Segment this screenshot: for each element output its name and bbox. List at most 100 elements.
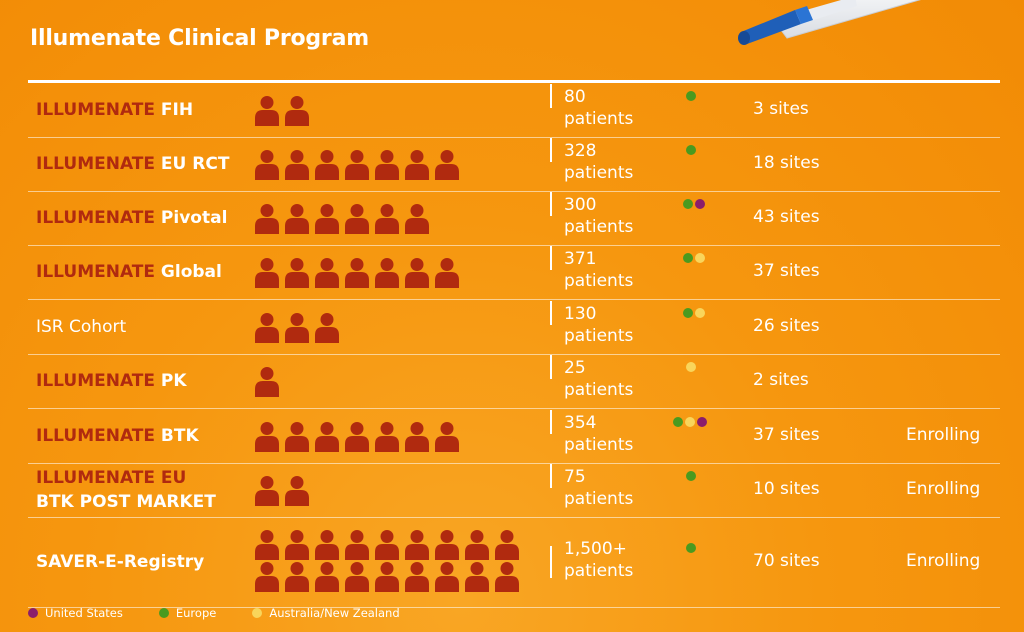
study-name-prefix: ILLUMENATE EU: [36, 468, 187, 488]
person-icon: [255, 530, 279, 560]
person-icon: [285, 530, 309, 560]
person-icon: [315, 312, 339, 343]
person-icon: [405, 562, 429, 592]
australia-nz-dot: [685, 416, 695, 427]
sites-count: 10 sites: [753, 479, 820, 499]
status-label: Enrolling: [906, 551, 981, 571]
study-name-prefix: ILLUMENATE: [36, 425, 155, 446]
study-name-suffix: BTK POST MARKET: [36, 492, 216, 512]
person-icon: [495, 562, 519, 592]
person-icon: [255, 96, 279, 126]
study-name-prefix: ILLUMENATE: [36, 262, 155, 282]
australia-nz-dot: [695, 307, 705, 318]
region-dots: [673, 416, 707, 427]
table-row: SAVER-E-Registry 1,500+ patients 70 sites En…: [28, 517, 1000, 608]
legend: United States Europe Australia/New Zealand: [28, 606, 436, 620]
person-icon: [255, 150, 279, 180]
patients-label: patients: [564, 489, 634, 509]
study-name: ILLUMENATE PK: [36, 369, 187, 393]
catheter-device-image: [738, 0, 921, 45]
person-icon: [345, 562, 369, 592]
table-top-rule: [28, 80, 1000, 83]
study-name: ISR Cohort: [36, 315, 126, 339]
person-icon: [405, 150, 429, 180]
australia-nz-dot: [695, 253, 705, 263]
patients-number: 75: [564, 467, 586, 487]
patient-icons: [252, 256, 522, 288]
column-divider: [550, 546, 552, 578]
study-name-suffix: BTK: [160, 425, 199, 446]
person-icon: [255, 562, 279, 592]
person-icon: [435, 150, 459, 180]
page-title: Illumenate Clinical Program: [30, 26, 369, 51]
patients-number: 300: [564, 195, 597, 215]
patients-label: patients: [564, 217, 634, 237]
legend-label: Europe: [175, 606, 217, 620]
australia-nz-dot: [686, 362, 696, 372]
europe-dot: [686, 145, 696, 155]
person-icon: [315, 530, 339, 560]
region-dots: [686, 145, 696, 155]
person-icon: [375, 421, 399, 452]
sites-count: 2 sites: [753, 370, 809, 390]
patients-count: 328 patients: [564, 140, 633, 184]
person-icon: [255, 476, 279, 506]
patients-count: 75 patients: [564, 466, 633, 510]
person-icon: [315, 258, 339, 288]
study-name-suffix: EU RCT: [160, 154, 230, 174]
study-name-text: ISR Cohort: [36, 316, 127, 337]
person-icon: [285, 562, 309, 592]
column-divider: [550, 84, 552, 108]
europe-legend-dot: [158, 608, 169, 618]
column-divider: [550, 300, 552, 325]
patients-number: 25: [564, 358, 586, 378]
person-icon: [315, 421, 339, 452]
patient-icons: [252, 528, 522, 592]
sites-count: 43 sites: [753, 207, 820, 227]
patient-icons: [252, 94, 522, 126]
patients-count: 300 patients: [564, 194, 633, 238]
sites-count: 18 sites: [753, 153, 820, 173]
legend-item: Australia/New Zealand: [252, 606, 400, 620]
person-icon: [285, 312, 309, 343]
patients-number: 328: [564, 141, 597, 161]
person-icon: [285, 476, 309, 506]
sites-count: 70 sites: [753, 551, 820, 571]
europe-dot: [686, 91, 696, 101]
united-states-dot: [695, 199, 705, 209]
patients-number: 371: [564, 249, 597, 269]
table-row: ILLUMENATE PK 25 patients 2 sites: [28, 354, 1000, 409]
patients-label: patients: [564, 163, 634, 183]
person-icon: [405, 530, 429, 560]
patient-icons: [252, 365, 522, 397]
patients-label: patients: [564, 109, 634, 129]
person-icon: [345, 204, 369, 234]
person-icon: [465, 562, 489, 592]
legend-item: Europe: [158, 606, 217, 620]
study-name: ILLUMENATE Global: [36, 260, 222, 284]
person-icon: [315, 150, 339, 180]
person-icon: [375, 258, 399, 288]
person-icon: [375, 204, 399, 234]
region-dots: [683, 199, 705, 209]
region-dots: [683, 307, 705, 318]
europe-dot: [686, 543, 696, 553]
person-icon: [255, 421, 279, 452]
study-name: ILLUMENATE EU BTK POST MARKET: [36, 466, 216, 514]
study-name: ILLUMENATE BTK: [36, 424, 199, 448]
patients-number: 80: [564, 87, 586, 107]
person-icon: [405, 258, 429, 288]
patient-icons: [252, 420, 522, 452]
column-divider: [550, 246, 552, 270]
patients-label: patients: [564, 380, 634, 400]
person-icon: [285, 150, 309, 180]
study-name-suffix: Global: [160, 262, 222, 282]
study-name-suffix: PK: [160, 371, 187, 391]
australia-nz-legend-dot: [252, 608, 263, 618]
legend-item: United States: [28, 606, 123, 620]
patients-count: 25 patients: [564, 357, 633, 401]
region-dots: [686, 362, 696, 372]
patients-label: patients: [564, 271, 634, 291]
person-icon: [375, 150, 399, 180]
person-icon: [285, 421, 309, 452]
